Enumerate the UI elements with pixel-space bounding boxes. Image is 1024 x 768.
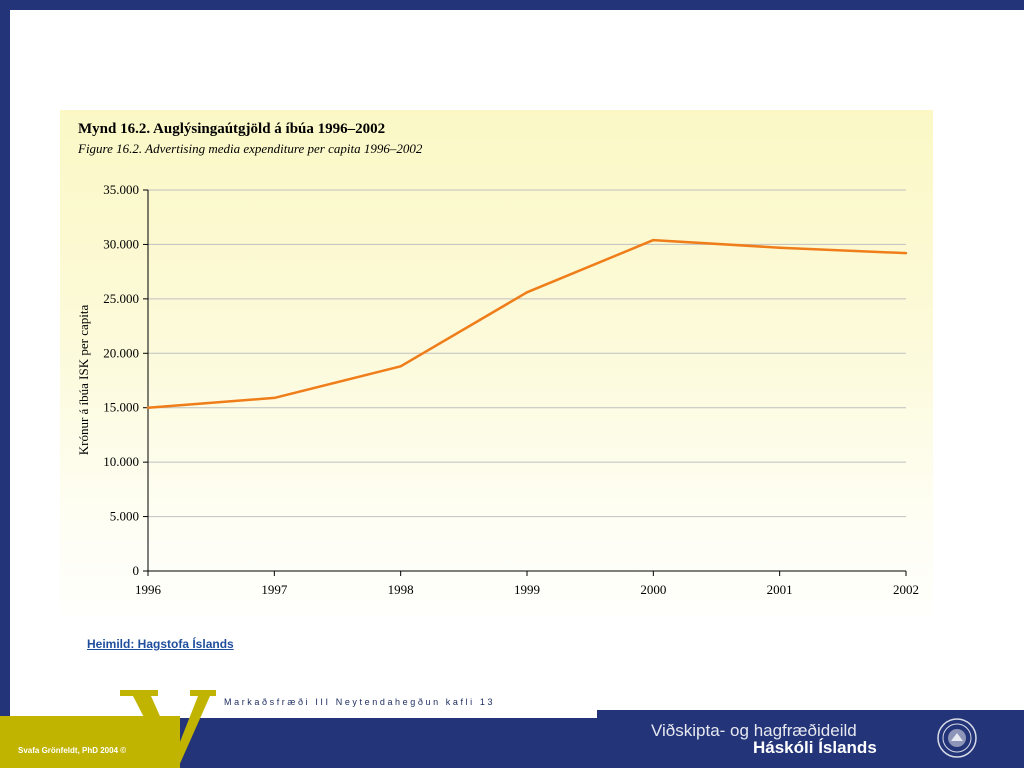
chart-title: Mynd 16.2. Auglýsingaútgjöld á íbúa 1996… — [78, 121, 386, 137]
data-point — [146, 406, 150, 409]
chart-subtitle: Figure 16.2. Advertising media expenditu… — [78, 141, 423, 156]
series-line — [147, 238, 907, 409]
y-tick-label: 35.000 — [103, 182, 139, 197]
data-point — [525, 291, 529, 294]
y-tick-labels: 0 5.000 10.000 15.000 20.000 25.000 30.000 35.0… — [103, 182, 139, 578]
y-tick-label: 25.000 — [103, 291, 139, 306]
x-tick-label: 2002 — [893, 582, 919, 597]
y-tick-label: 20.000 — [103, 345, 139, 360]
department-name: Viðskipta- og hagfræðideild — [651, 721, 857, 740]
grid-lines — [148, 189, 906, 518]
university-seal-icon — [937, 718, 977, 758]
y-tick-label: 5.000 — [110, 509, 139, 524]
x-tick-label: 1997 — [261, 582, 288, 597]
y-tick-label: 30.000 — [103, 236, 139, 251]
author-credit: Svafa Grönfeldt, PhD 2004 © — [18, 746, 127, 755]
data-point — [778, 246, 781, 249]
university-name: Háskóli Íslands — [753, 738, 877, 757]
chart-axes — [143, 189, 907, 576]
top-frame-bar — [0, 0, 1024, 10]
y-tick-label: 0 — [133, 563, 140, 578]
x-tick-label: 2000 — [640, 582, 666, 597]
x-tick-label: 1996 — [135, 582, 162, 597]
course-title: Markaðsfræði III Neytendahegðun kafli 13 — [224, 697, 496, 707]
y-tick-label: 10.000 — [103, 454, 139, 469]
data-point — [652, 238, 655, 242]
y-tick-label: 15.000 — [103, 400, 139, 415]
y-axis-label: Krónur á íbúa ISK per capita — [76, 305, 91, 456]
series-points — [146, 238, 908, 409]
data-point — [273, 396, 276, 400]
data-point — [399, 365, 402, 368]
chart-panel — [60, 110, 933, 615]
x-tick-label: 1998 — [388, 582, 414, 597]
series-lines — [147, 238, 907, 409]
data-point — [904, 251, 908, 255]
x-tick-labels: 1996 1997 1998 1999 2000 2001 2002 — [135, 582, 919, 597]
left-frame-bar — [0, 0, 10, 768]
x-tick-label: 2001 — [767, 582, 793, 597]
logo-v-icon — [120, 690, 216, 768]
x-tick-label: 1999 — [514, 582, 540, 597]
source-link[interactable]: Heimild: Hagstofa Íslands — [87, 637, 234, 651]
